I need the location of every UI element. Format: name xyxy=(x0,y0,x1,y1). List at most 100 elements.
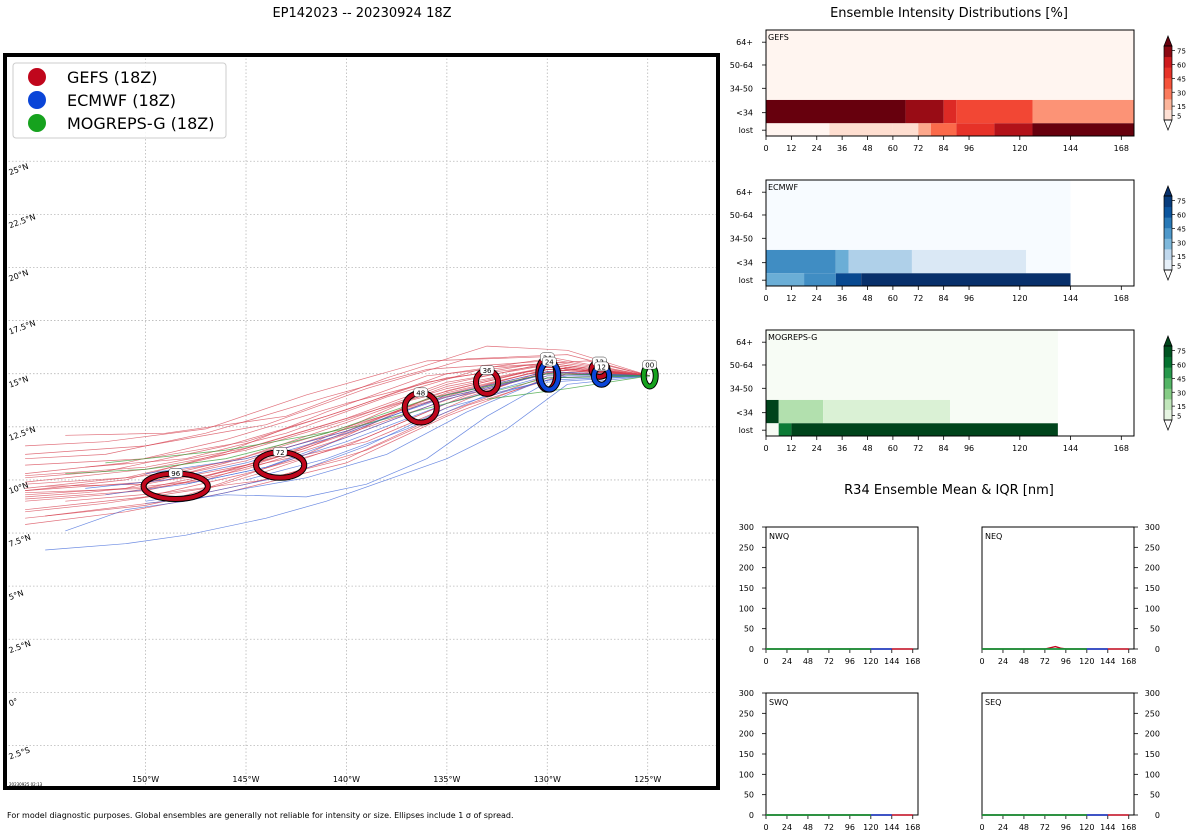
colorbar-tick-label: 15 xyxy=(1177,253,1186,261)
r34-y-tick-label: 0 xyxy=(1155,645,1160,654)
heatmap-cell xyxy=(835,273,862,286)
heatmap-cell xyxy=(994,123,1033,136)
r34-hour-tick-label: 24 xyxy=(998,823,1008,832)
ellipse-hour-label: 36 xyxy=(483,367,492,375)
heatmap-cell xyxy=(766,99,906,124)
map-title: EP142023 -- 20230924 18Z xyxy=(272,6,451,21)
gefs-track xyxy=(85,360,650,468)
hour-tick-label: 24 xyxy=(812,444,822,453)
r34-y-tick-label: 200 xyxy=(739,564,754,573)
r34-y-tick-label: 200 xyxy=(1145,730,1160,739)
forecast-ellipse-ecmwf-12: 12 xyxy=(590,361,613,388)
intensity-category-label: <34 xyxy=(736,259,753,268)
heatmap-cell xyxy=(861,273,1071,286)
colorbar-max-extend xyxy=(1163,335,1173,347)
ecmwf-track xyxy=(65,375,650,532)
colorbar-tick-label: 15 xyxy=(1177,103,1186,111)
hour-tick-label: 60 xyxy=(888,144,898,153)
colorbar-min-extend xyxy=(1163,119,1173,131)
r34-hour-tick-label: 96 xyxy=(1061,823,1071,832)
hour-tick-label: 72 xyxy=(913,144,923,153)
intensity-panel-gefs: 64+ 50-64 34-50 <34 lost 0 12 24 36 48 60 72 84 96 120… xyxy=(730,29,1186,153)
r34-hour-tick-label: 24 xyxy=(782,657,792,666)
ellipse-hour-box xyxy=(542,356,557,367)
r34-hour-tick-label: 120 xyxy=(863,823,878,832)
forecast-ellipse-ecmwf-24: 24 xyxy=(537,356,562,393)
hour-tick-label: 48 xyxy=(862,294,872,303)
r34-y-tick-label: 300 xyxy=(739,689,754,698)
hour-tick-label: 144 xyxy=(1063,144,1078,153)
r34-hour-tick-label: 96 xyxy=(845,823,855,832)
r34-y-tick-label: 300 xyxy=(1145,689,1160,698)
r34-hour-tick-label: 48 xyxy=(803,657,813,666)
colorbar-tick-label: 5 xyxy=(1177,412,1181,420)
r34-hour-tick-label: 120 xyxy=(1079,657,1094,666)
ellipse-hour-box xyxy=(642,359,657,370)
heatmap-cell xyxy=(1032,99,1134,124)
hour-tick-label: 84 xyxy=(939,294,949,303)
colorbar-tick-label: 45 xyxy=(1177,75,1186,83)
colorbar-tick-label: 60 xyxy=(1177,62,1186,70)
colorbar-frame xyxy=(1163,45,1173,121)
latitude-tick-label: 0° xyxy=(8,697,20,709)
hour-tick-label: 12 xyxy=(786,444,796,453)
hour-tick-label: 84 xyxy=(939,444,949,453)
r34-hour-tick-label: 72 xyxy=(1040,823,1050,832)
intensity-category-label: lost xyxy=(739,126,753,135)
heatmap-cell xyxy=(804,273,836,286)
r34-y-tick-label: 150 xyxy=(739,750,754,759)
intensity-category-label: <34 xyxy=(736,109,753,118)
longitude-tick-label: 140°W xyxy=(333,775,360,784)
r34-y-tick-label: 150 xyxy=(1145,584,1160,593)
ecmwf-track xyxy=(85,371,650,489)
intensity-title: Ensemble Intensity Distributions [%] xyxy=(830,6,1068,21)
colorbar-step xyxy=(1164,356,1172,368)
heatmap-cell xyxy=(766,180,1071,250)
colorbar-step xyxy=(1164,196,1172,208)
legend-ecmwf-marker xyxy=(28,91,46,109)
intensity-category-label: 34-50 xyxy=(730,384,753,393)
colorbar-step xyxy=(1164,409,1172,421)
heatmap-cell xyxy=(943,99,957,124)
r34-y-tick-label: 50 xyxy=(1150,791,1160,800)
r34-panel-nwq: NWQ 0 50 100 150 200 250 300 0 24 48 72 96 120 144 168 xyxy=(739,523,921,666)
r34-hour-tick-label: 96 xyxy=(845,657,855,666)
r34-hour-tick-label: 48 xyxy=(1019,823,1029,832)
r34-y-tick-label: 0 xyxy=(1155,811,1160,820)
intensity-category-label: 50-64 xyxy=(730,361,753,370)
colorbar-step xyxy=(1164,398,1172,410)
colorbar-tick-label: 60 xyxy=(1177,362,1186,370)
colorbar-tick-label: 45 xyxy=(1177,375,1186,383)
intensity-category-label: 64+ xyxy=(736,38,753,47)
r34-hour-tick-label: 72 xyxy=(824,823,834,832)
hour-tick-label: 120 xyxy=(1012,444,1027,453)
colorbar-step xyxy=(1164,88,1172,100)
heatmap-cell xyxy=(911,249,1027,274)
heatmap-cell xyxy=(1026,249,1071,274)
r34-quadrant-label: SWQ xyxy=(769,698,788,707)
intensity-category-label: 64+ xyxy=(736,338,753,347)
forecast-ellipse-gefs-96: 96 xyxy=(140,468,211,503)
colorbar-tick-label: 75 xyxy=(1177,48,1186,56)
hour-tick-label: 72 xyxy=(913,294,923,303)
r34-hour-tick-label: 120 xyxy=(1079,823,1094,832)
gefs-track xyxy=(145,366,650,481)
forecast-ellipses: 967248362412241200 xyxy=(140,352,659,503)
colorbar-tick-label: 30 xyxy=(1177,239,1186,247)
gefs-track xyxy=(65,345,650,436)
intensity-category-label: lost xyxy=(739,276,753,285)
ecmwf-track xyxy=(45,375,650,551)
intensity-panel-ecmwf: 64+ 50-64 34-50 <34 lost 0 12 24 36 48 60 72 84 96 120… xyxy=(730,179,1186,303)
colorbar-tick-label: 75 xyxy=(1177,198,1186,206)
r34-y-tick-label: 200 xyxy=(1145,564,1160,573)
longitude-tick-label: 135°W xyxy=(433,775,460,784)
hour-tick-label: 72 xyxy=(913,444,923,453)
hour-tick-label: 96 xyxy=(964,444,974,453)
hour-tick-label: 12 xyxy=(786,294,796,303)
forecast-ellipse-gefs-72: 72 xyxy=(253,447,308,481)
r34-quadrant-label: SEQ xyxy=(985,698,1001,707)
